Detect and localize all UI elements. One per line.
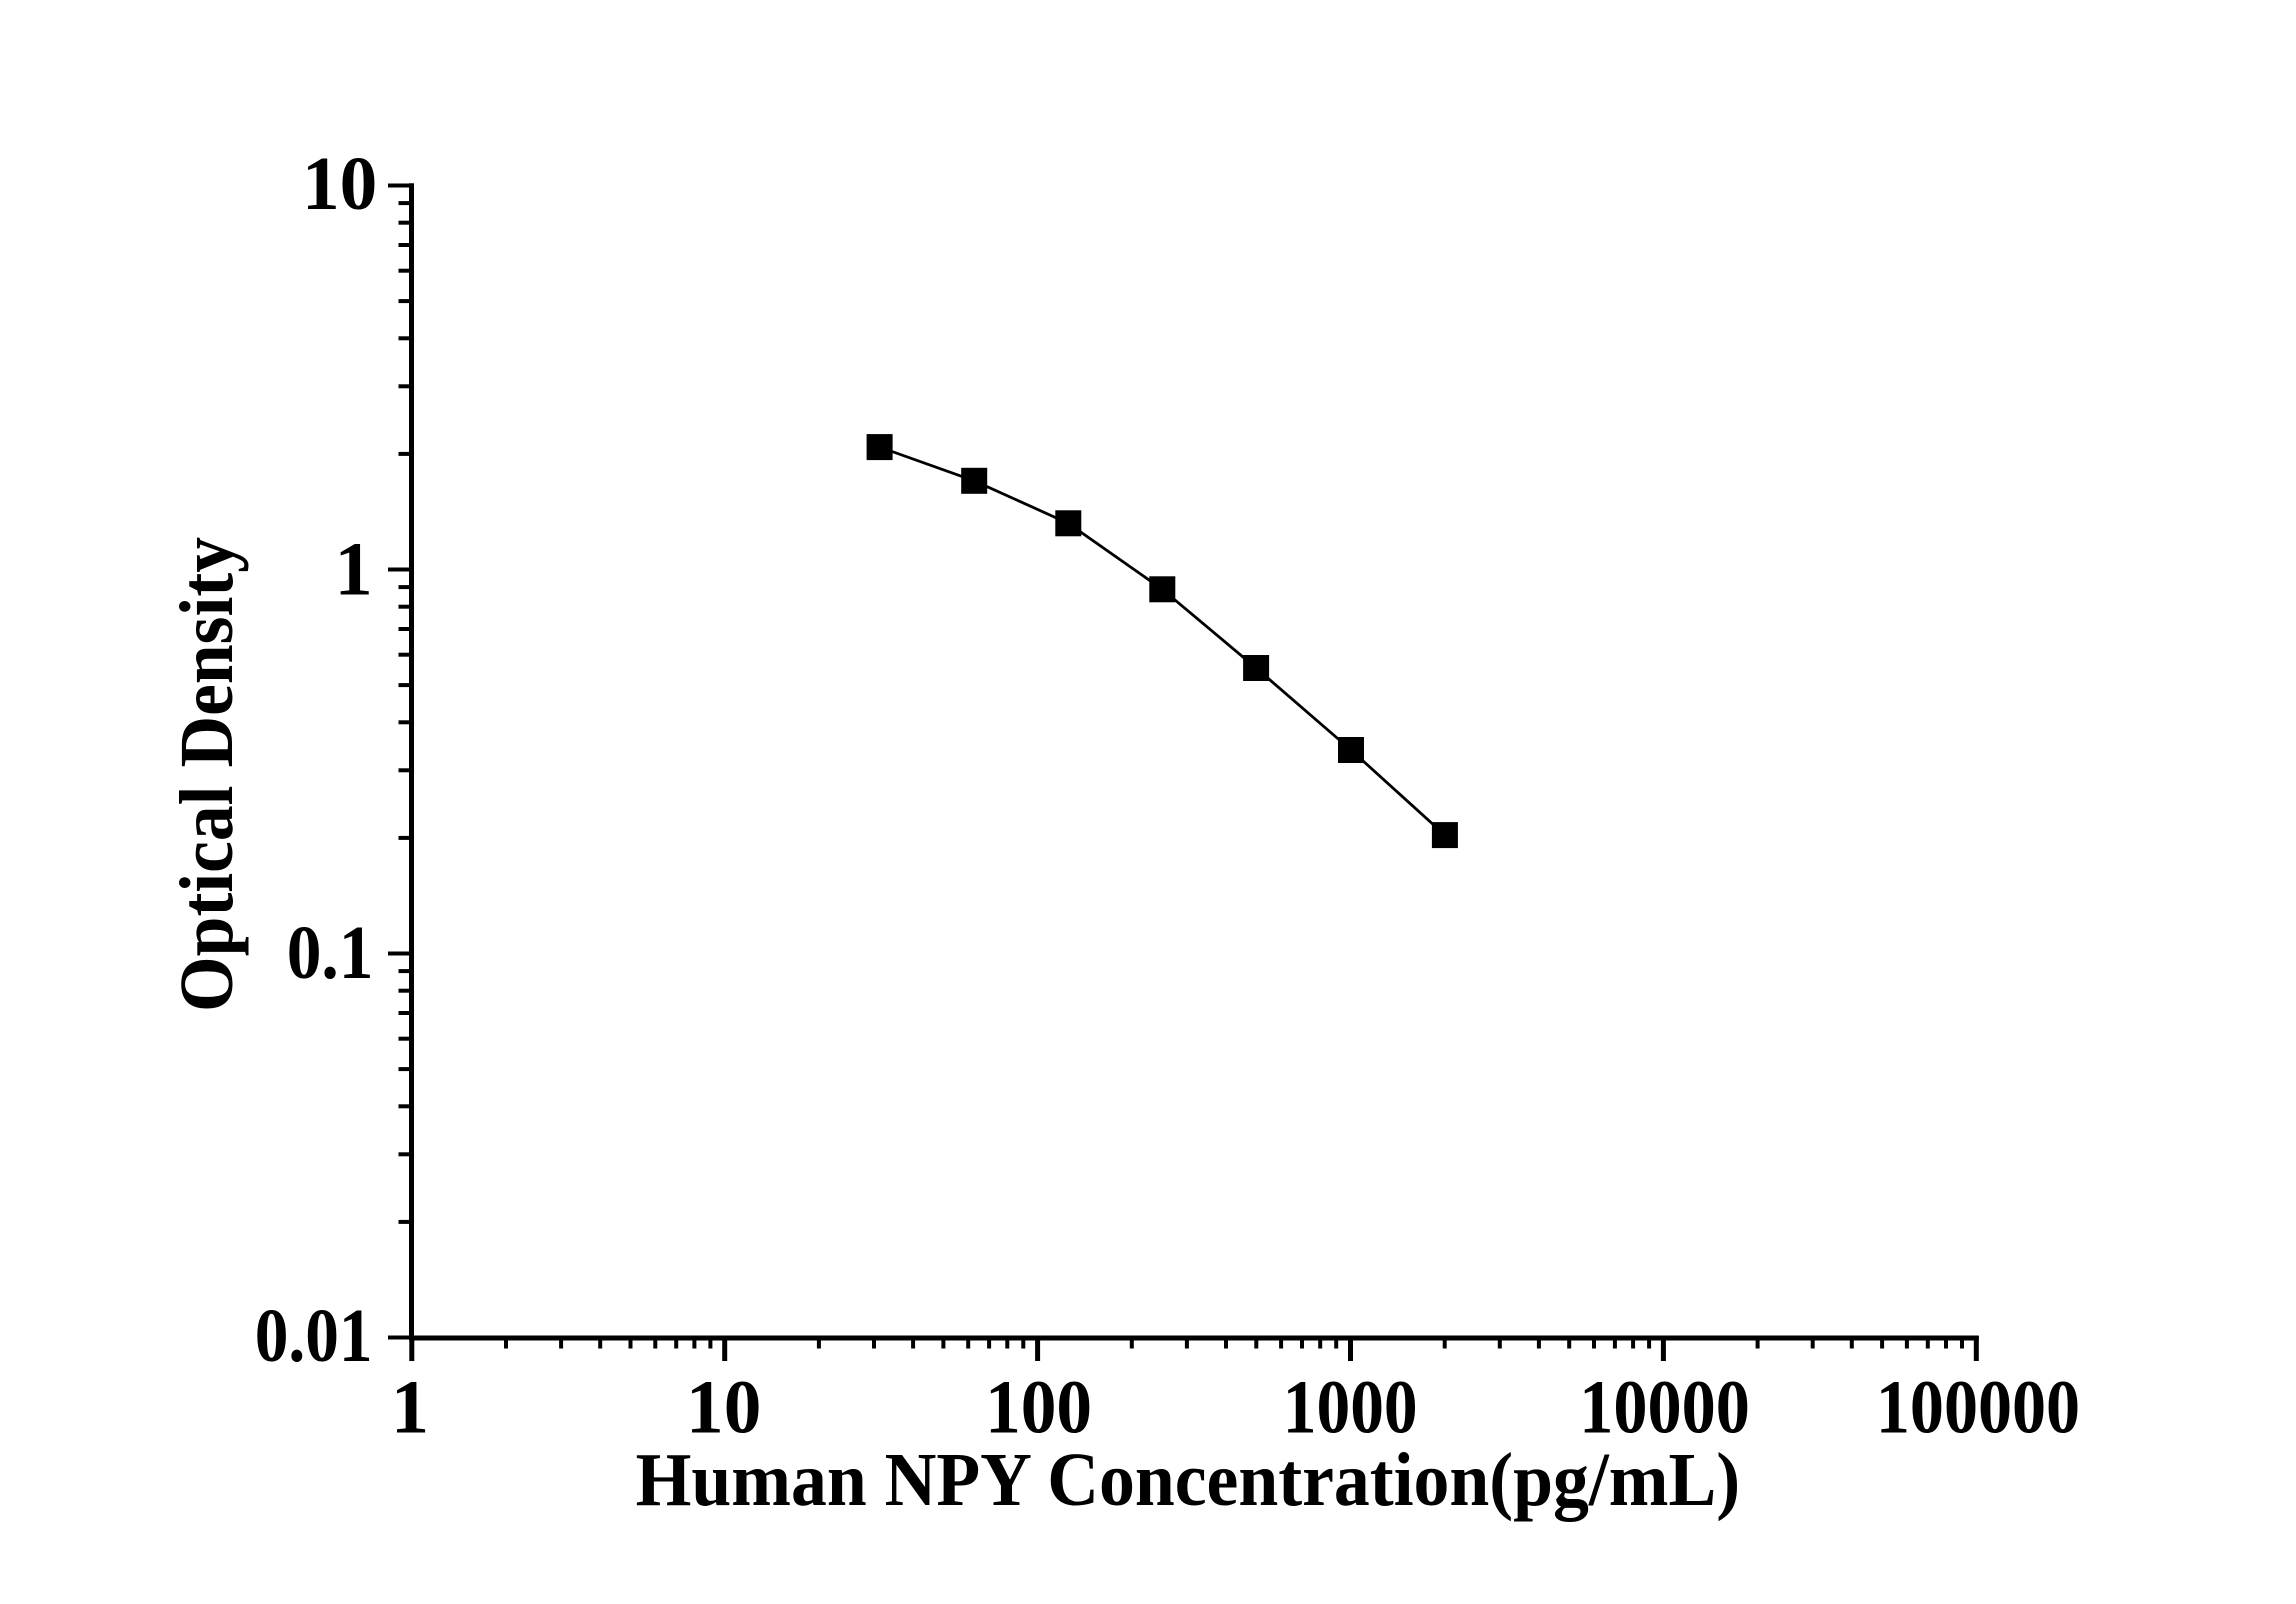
svg-text:0.1: 0.1 [287,910,374,995]
svg-text:100: 100 [985,1365,1092,1450]
svg-text:1: 1 [334,527,372,612]
svg-text:10000: 10000 [1579,1365,1750,1450]
svg-text:1000: 1000 [1283,1365,1418,1450]
svg-text:1: 1 [391,1365,429,1450]
svg-text:0.01: 0.01 [255,1293,373,1378]
svg-text:10: 10 [686,1365,761,1450]
svg-text:100000: 100000 [1876,1365,2080,1450]
svg-text:10: 10 [302,141,377,226]
svg-text:Optical Density: Optical Density [164,537,249,1012]
svg-text:Human NPY Concentration(pg/mL): Human NPY Concentration(pg/mL) [636,1437,1741,1522]
